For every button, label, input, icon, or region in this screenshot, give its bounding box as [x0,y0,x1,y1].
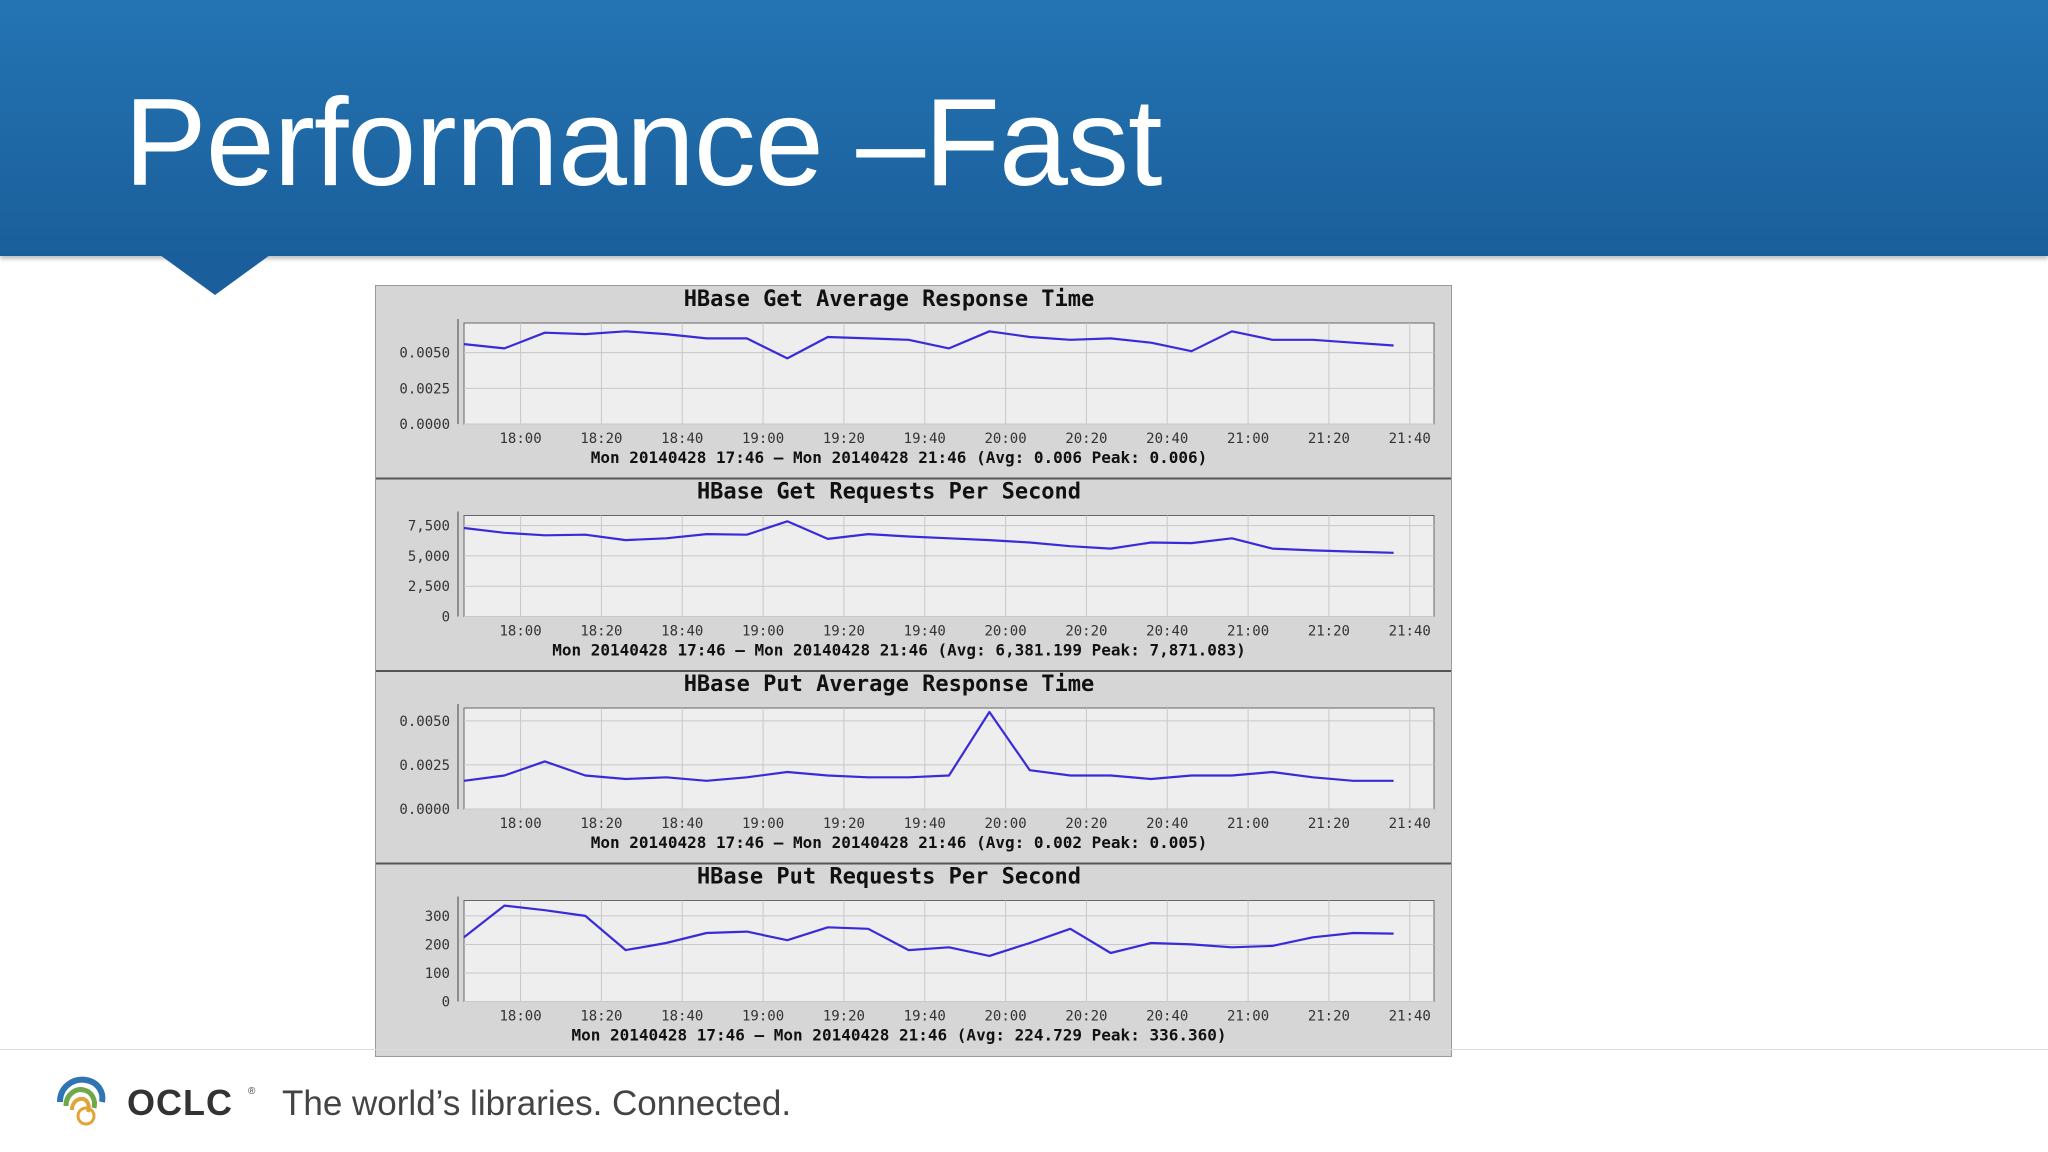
chart-title: HBase Put Requests Per Second [697,865,1081,890]
x-tick-label: 21:00 [1227,624,1269,640]
x-tick-label: 19:20 [823,431,865,447]
chart-footer: Mon 20140428 17:46 – Mon 20140428 21:46 … [571,1026,1226,1045]
x-tick-label: 21:00 [1227,431,1269,447]
x-tick-label: 20:20 [1065,1009,1107,1025]
charts-svg: HBase Get Average Response Time 18:00 18:2… [376,287,1451,1045]
x-tick-label: 18:40 [661,1009,703,1025]
charts-panel: HBase Get Average Response Time 18:00 18:2… [375,285,1452,1057]
chart-footer: Mon 20140428 17:46 – Mon 20140428 21:46 … [591,833,1208,852]
y-tick-label: 300 [425,909,450,925]
x-tick-label: 18:20 [580,1009,622,1025]
chart-footer: Mon 20140428 17:46 – Mon 20140428 21:46 … [552,641,1246,660]
banner-notch [160,255,270,295]
x-tick-label: 21:20 [1308,1009,1350,1025]
x-tick-label: 18:20 [580,431,622,447]
y-tick-label: 0.0000 [399,417,450,433]
x-tick-label: 18:40 [661,624,703,640]
x-tick-label: 19:40 [904,431,946,447]
y-tick-label: 7,500 [408,519,450,535]
oclc-logo-icon [57,1076,106,1126]
x-tick-label: 20:40 [1146,431,1188,447]
x-tick-label: 20:00 [985,431,1027,447]
x-tick-label: 18:40 [661,816,703,832]
x-tick-label: 20:20 [1065,624,1107,640]
x-tick-label: 18:40 [661,431,703,447]
x-tick-label: 18:00 [500,431,542,447]
footer-tagline: The world’s libraries. Connected. [282,1084,792,1123]
x-tick-label: 20:40 [1146,816,1188,832]
x-tick-label: 21:40 [1389,816,1431,832]
y-tick-label: 2,500 [408,579,450,595]
x-tick-label: 19:40 [904,1009,946,1025]
y-tick-label: 0.0025 [399,381,450,397]
x-tick-label: 19:40 [904,624,946,640]
x-tick-label: 21:00 [1227,1009,1269,1025]
y-tick-label: 0.0025 [399,758,450,774]
footer-divider [0,1049,2048,1050]
x-tick-label: 20:00 [985,816,1027,832]
slide-title: Performance –Fast [124,74,1162,212]
title-banner: Performance –Fast [0,0,2048,256]
x-tick-label: 18:00 [500,1009,542,1025]
y-tick-label: 0.0050 [399,714,450,730]
x-tick-label: 21:20 [1308,431,1350,447]
x-tick-label: 21:40 [1389,624,1431,640]
plot-area [463,707,1435,810]
x-tick-label: 18:00 [500,624,542,640]
x-tick-label: 19:20 [823,1009,865,1025]
y-tick-label: 100 [425,966,450,982]
y-tick-label: 200 [425,937,450,953]
x-tick-label: 20:40 [1146,624,1188,640]
series-line [463,520,1394,554]
x-tick-label: 21:20 [1308,816,1350,832]
chart-footer: Mon 20140428 17:46 – Mon 20140428 21:46 … [591,448,1208,467]
y-tick-label: 0 [442,610,450,626]
chart-title: HBase Put Average Response Time [684,672,1095,697]
x-tick-label: 18:20 [580,624,622,640]
x-tick-label: 20:00 [985,624,1027,640]
x-tick-label: 18:20 [580,816,622,832]
x-tick-label: 20:00 [985,1009,1027,1025]
x-tick-label: 18:00 [500,816,542,832]
series-line [463,330,1394,360]
y-tick-label: 0.0000 [399,802,450,818]
x-tick-label: 19:20 [823,816,865,832]
chart-title: HBase Get Requests Per Second [697,480,1081,505]
x-tick-label: 21:20 [1308,624,1350,640]
plot-area [463,515,1435,617]
y-tick-label: 0 [442,995,450,1011]
plot-area [463,322,1435,425]
x-tick-label: 20:40 [1146,1009,1188,1025]
x-tick-label: 19:00 [742,816,784,832]
y-tick-label: 0.0050 [399,346,450,362]
series-line [463,710,1394,782]
brand-name: OCLC [127,1082,233,1123]
chart-title: HBase Get Average Response Time [684,287,1095,312]
x-tick-label: 19:00 [742,624,784,640]
x-tick-label: 20:20 [1065,431,1107,447]
x-tick-label: 20:20 [1065,816,1107,832]
x-tick-label: 21:40 [1389,431,1431,447]
x-tick-label: 19:00 [742,431,784,447]
x-tick-label: 21:40 [1389,1009,1431,1025]
x-tick-label: 19:00 [742,1009,784,1025]
y-tick-label: 5,000 [408,549,450,565]
series-line [463,904,1394,958]
x-tick-label: 21:00 [1227,816,1269,832]
x-tick-label: 19:40 [904,816,946,832]
x-tick-label: 19:20 [823,624,865,640]
brand-trademark: ® [248,1086,256,1097]
